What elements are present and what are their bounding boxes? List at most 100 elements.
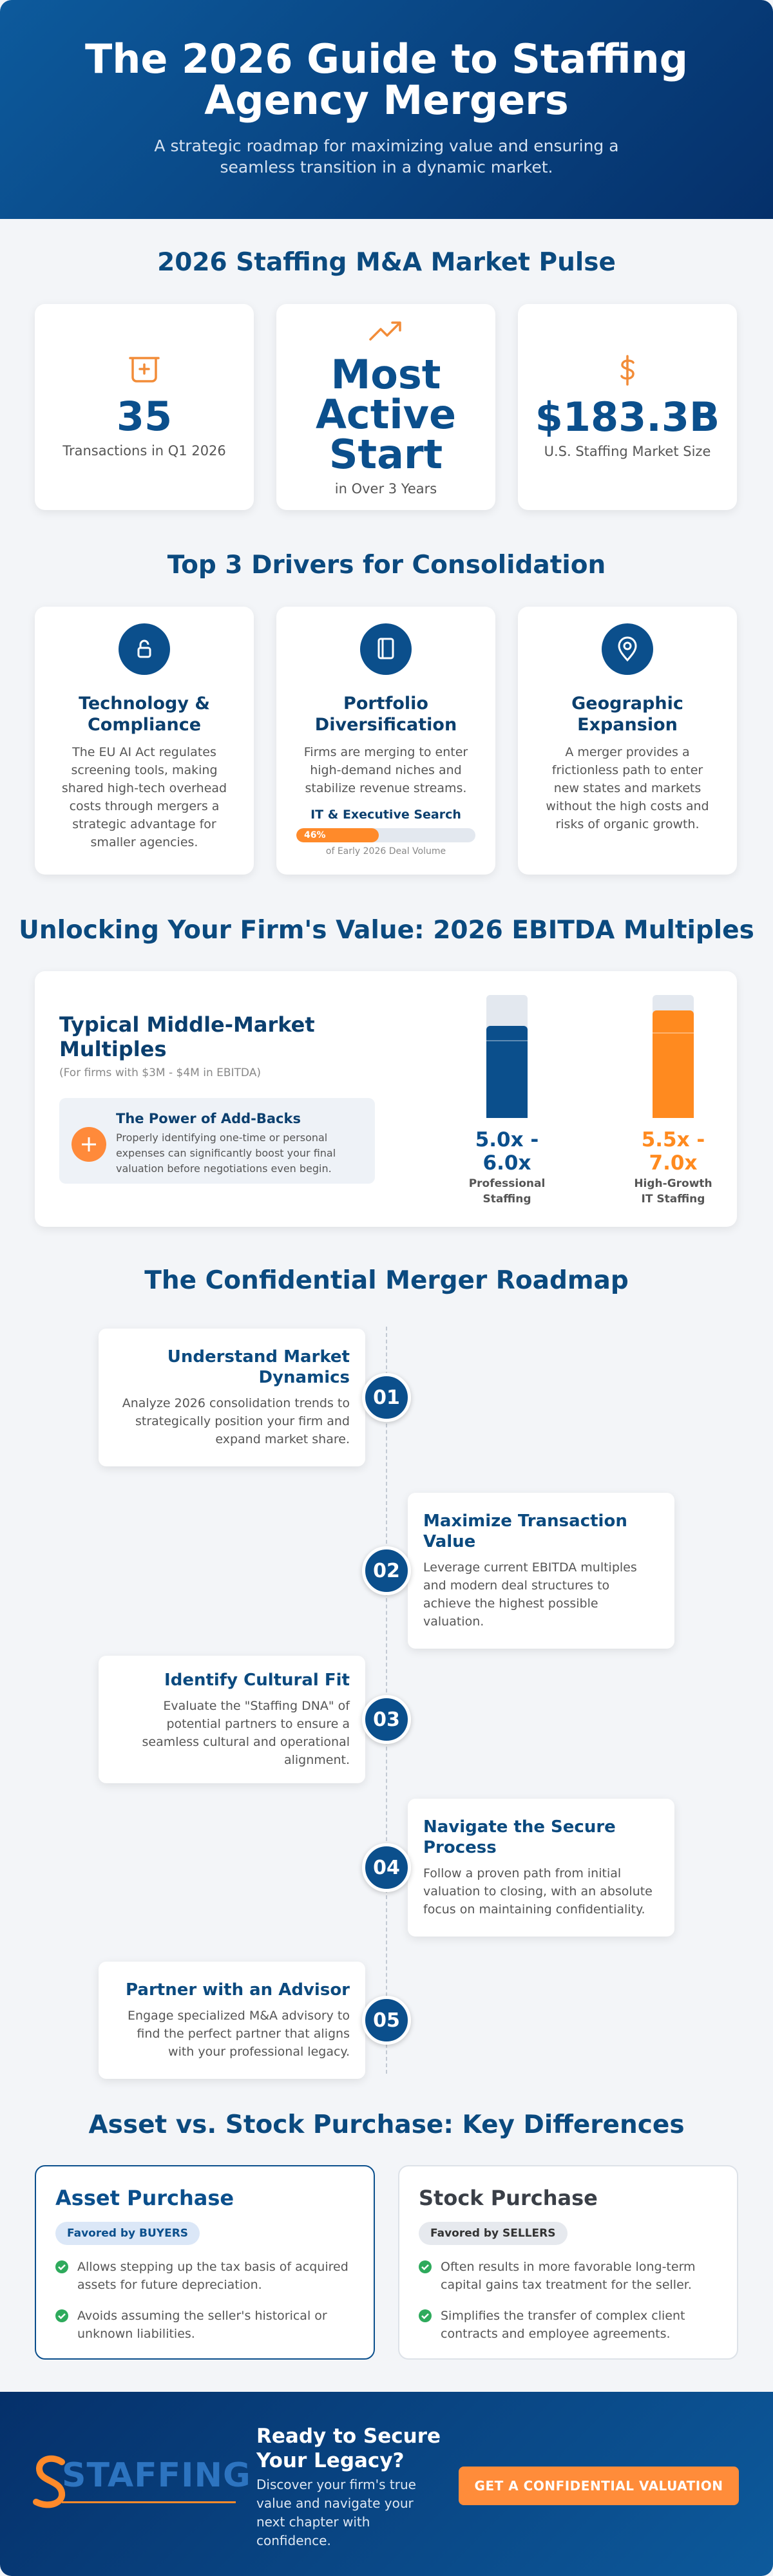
value-label: 5.0x - 6.0x [475,1128,539,1175]
category-label: High-Growth IT Staffing [634,1177,712,1206]
icon-part [369,321,401,341]
page-title: The 2026 Guide to Staffing Agency Merger… [84,35,689,124]
icon-plus [82,1137,96,1151]
point-text: Often results in more favorable long-ter… [441,2260,696,2292]
logo-mark [33,2455,65,2508]
icon-part [58,2264,66,2271]
driver-text: Firms are merging to enter high-demand n… [303,745,468,795]
driver-title: Portfolio Diversification [314,694,457,735]
driver-text: A merger provides a frictionless path to… [546,745,709,831]
icon-part [618,636,637,662]
stat-value: $183.3B [535,393,720,440]
driver-icon [119,623,170,675]
option-title: Asset Purchase [55,2186,234,2210]
roadmap-step: Partner with an Advisor Engage specialize… [0,1962,773,2079]
bar-low-marker [486,1039,528,1041]
step-title: Navigate the Secure Process [423,1817,616,1857]
icon-part [421,2264,429,2271]
tip-text: Properly identifying one-time or persona… [116,1132,336,1175]
icon-part [58,2264,66,2271]
option-point: Allows stepping up the tax basis of acqu… [55,2258,354,2294]
icon-part [618,636,637,662]
option-point: Often results in more favorable long-ter… [419,2258,718,2294]
step-number: 02 [362,1546,411,1595]
stat-card: Most Active Start in Over 3 Years [276,304,495,510]
icon-part [377,638,394,659]
footer-text: Discover your firm's true value and navi… [256,2477,416,2548]
footer-title: Ready to Secure Your Legacy? [256,2425,441,2472]
step-number: 01 [362,1373,411,1422]
progress-track: 46% [296,828,475,842]
icon-part [421,2313,429,2320]
tip-title: The Power of Add-Backs [116,1111,301,1126]
icon-part [421,2264,429,2271]
icon-part [129,357,160,383]
bar-track [653,995,694,1118]
multiples-chart: 5.0x - 6.0x Professional Staffing 5.5x - 7… [396,971,730,1227]
stat-icon [368,317,404,346]
stat-card: $183.3B U.S. Staffing Market Size [518,304,737,510]
stat-value: Most Active Start [315,351,457,478]
ebitda-card: Typical Middle-Market Multiples (For fir… [35,971,737,1227]
point-text: Simplifies the transfer of complex clien… [441,2309,685,2341]
point-text: Allows stepping up the tax basis of acqu… [77,2260,348,2292]
highlight-title: IT & Executive Search [310,808,461,822]
section-title: Asset vs. Stock Purchase: Key Difference… [88,2110,685,2139]
driver-title: Geographic Expansion [571,694,683,735]
icon-part [129,357,160,383]
icon-part [58,2313,66,2320]
stat-card: 35 Transactions in Q1 2026 [35,304,254,510]
stat-icon [618,355,637,388]
card-subtitle: (For firms with $3M - $4M in EBITDA) [59,1066,261,1079]
step-text: Evaluate the "Staffing DNA" of potential… [142,1699,350,1767]
step-text: Follow a proven path from initial valuat… [423,1866,653,1917]
option-card: Asset Purchase Favored by BUYERS Allows st… [35,2165,375,2360]
bar-low-marker [653,1032,694,1034]
check-icon [55,2260,68,2273]
driver-card: Portfolio Diversification Firms are mergi… [276,607,495,875]
icon-part [137,647,151,658]
step-text: Analyze 2026 consolidation trends to str… [122,1396,350,1446]
option-badge: Favored by SELLERS [419,2222,568,2245]
stat-label: U.S. Staffing Market Size [544,444,711,459]
bar [486,1025,528,1118]
progress-label: 46% [304,830,326,840]
stat-label: in Over 3 Years [334,481,437,497]
roadmap-step: Understand Market Dynamics Analyze 2026 c… [0,1329,773,1466]
stat-label: Transactions in Q1 2026 [62,443,226,459]
header: The 2026 Guide to Staffing Agency Merger… [0,0,773,219]
point-text: Avoids assuming the seller's historical … [77,2309,327,2341]
logo-underline [62,2501,236,2503]
option-card: Stock Purchase Favored by SELLERS Often re… [398,2165,738,2360]
page-subtitle: A strategic roadmap for maximizing value… [154,137,619,176]
step-title: Understand Market Dynamics [167,1347,350,1387]
section-title: The Confidential Merger Roadmap [144,1266,629,1295]
stat-value: 35 [116,393,173,440]
check-icon [419,2309,432,2322]
option-badge: Favored by BUYERS [55,2222,200,2245]
option-point: Simplifies the transfer of complex clien… [419,2307,718,2343]
bar [653,1010,694,1118]
footer: STAFFING Ready to Secure Your Legacy? Di… [0,2392,773,2576]
icon-part [620,355,635,386]
cta-button[interactable]: GET A CONFIDENTIAL VALUATION [459,2467,739,2505]
section-title: 2026 Staffing M&A Market Pulse [157,248,616,277]
step-box: Partner with an Advisor Engage specialize… [99,1962,365,2079]
driver-icon [360,623,412,675]
option-point: Avoids assuming the seller's historical … [55,2307,354,2343]
step-box: Navigate the Secure Process Follow a prov… [408,1799,674,1937]
plus-icon [72,1127,106,1162]
bar-track [486,995,528,1118]
stat-icon [128,355,161,388]
icon-part [620,355,635,386]
step-title: Identify Cultural Fit [164,1671,350,1690]
icon-part [623,641,632,650]
driver-icon [602,623,653,675]
step-text: Leverage current EBITDA multiples and mo… [423,1560,637,1629]
check-icon [55,2309,68,2322]
icon-part [377,638,394,659]
roadmap-step: Identify Cultural Fit Evaluate the "Staff… [0,1656,773,1783]
icon-part [421,2313,429,2320]
driver-card: Geographic Expansion A merger provides a … [518,607,737,875]
